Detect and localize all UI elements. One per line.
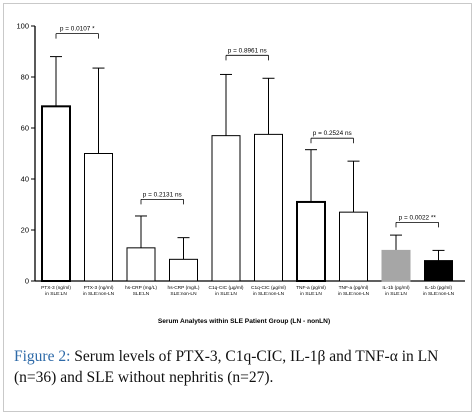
- x-tick-label: TNF-a (pg/ml): [339, 285, 369, 291]
- y-tick-label: 80: [21, 73, 29, 82]
- bar: [424, 260, 453, 282]
- bar: [211, 135, 241, 282]
- figure-label: Figure 2:: [14, 348, 71, 365]
- bar: [381, 249, 411, 282]
- bar: [254, 133, 283, 282]
- chart-annotations: p = 0.0107 * p = 0.2131 ns p = 0.8961 ns p …: [55, 26, 439, 228]
- bar: [41, 105, 71, 282]
- bar: [339, 211, 368, 282]
- x-tick-label: in SLE:non-LN: [423, 291, 455, 297]
- x-tick-label: hs-CRP (mg/L): [125, 285, 157, 291]
- x-tick-label: C1q-CIC (µg/ml): [251, 285, 286, 291]
- x-tick-label: TNF-a (pg/ml): [296, 285, 326, 291]
- x-tick-label: SLE:non-LN: [170, 291, 197, 297]
- x-tick-label: PTX-3 (ng/ml): [41, 285, 71, 291]
- x-tick-label: SLE:LN: [133, 291, 150, 297]
- x-tick-label: in SLE:LN: [215, 291, 237, 297]
- y-tick-label: 40: [21, 175, 29, 184]
- x-tick-label: IL-1b (pg/ml): [382, 285, 410, 291]
- x-tick-label: in SLE:LN: [385, 291, 407, 297]
- figure-caption-text: Serum levels of PTX-3, C1q-CIC, IL-1β an…: [14, 348, 439, 386]
- bar: [84, 153, 113, 282]
- y-tick-label: 0: [25, 277, 29, 286]
- p-value-label: p = 0.8961 ns: [228, 47, 267, 54]
- p-value-label: p = 0.0107 *: [60, 26, 95, 33]
- x-tick-label: PTX-3 (ng/ml): [84, 285, 114, 291]
- p-value-label: p = 0.2524 ns: [313, 130, 352, 137]
- y-tick-label: 100: [16, 22, 29, 31]
- bar: [296, 200, 326, 282]
- x-axis-title: Serum Analytes within SLE Patient Group …: [158, 318, 330, 325]
- bar: [126, 247, 156, 282]
- p-value-label: p = 0.0022 **: [399, 214, 437, 221]
- x-tick-label: in SLE:non-LN: [338, 291, 370, 297]
- x-tick-label: in SLE:LN: [300, 291, 322, 297]
- y-tick-label: 20: [21, 226, 29, 235]
- x-tick-label: in SLE:non-LN: [83, 291, 115, 297]
- y-tick-label: 60: [21, 124, 29, 133]
- chart-axes: 0 20 40 60 80 100: [16, 22, 465, 286]
- x-tick-label: in SLE:LN: [45, 291, 67, 297]
- chart-bars: [41, 56, 453, 282]
- x-tick-label: hs-CRP (mg/L): [168, 285, 200, 291]
- p-value-label: p = 0.2131 ns: [143, 191, 182, 198]
- x-tick-label: in SLE:non-LN: [253, 291, 285, 297]
- bar: [169, 258, 198, 282]
- figure-caption: Figure 2: Serum levels of PTX-3, C1q-CIC…: [14, 346, 464, 388]
- x-tick-label: IL-1b (pg/ml): [425, 285, 453, 291]
- x-tick-label: C1q-CIC (µg/ml): [208, 285, 243, 291]
